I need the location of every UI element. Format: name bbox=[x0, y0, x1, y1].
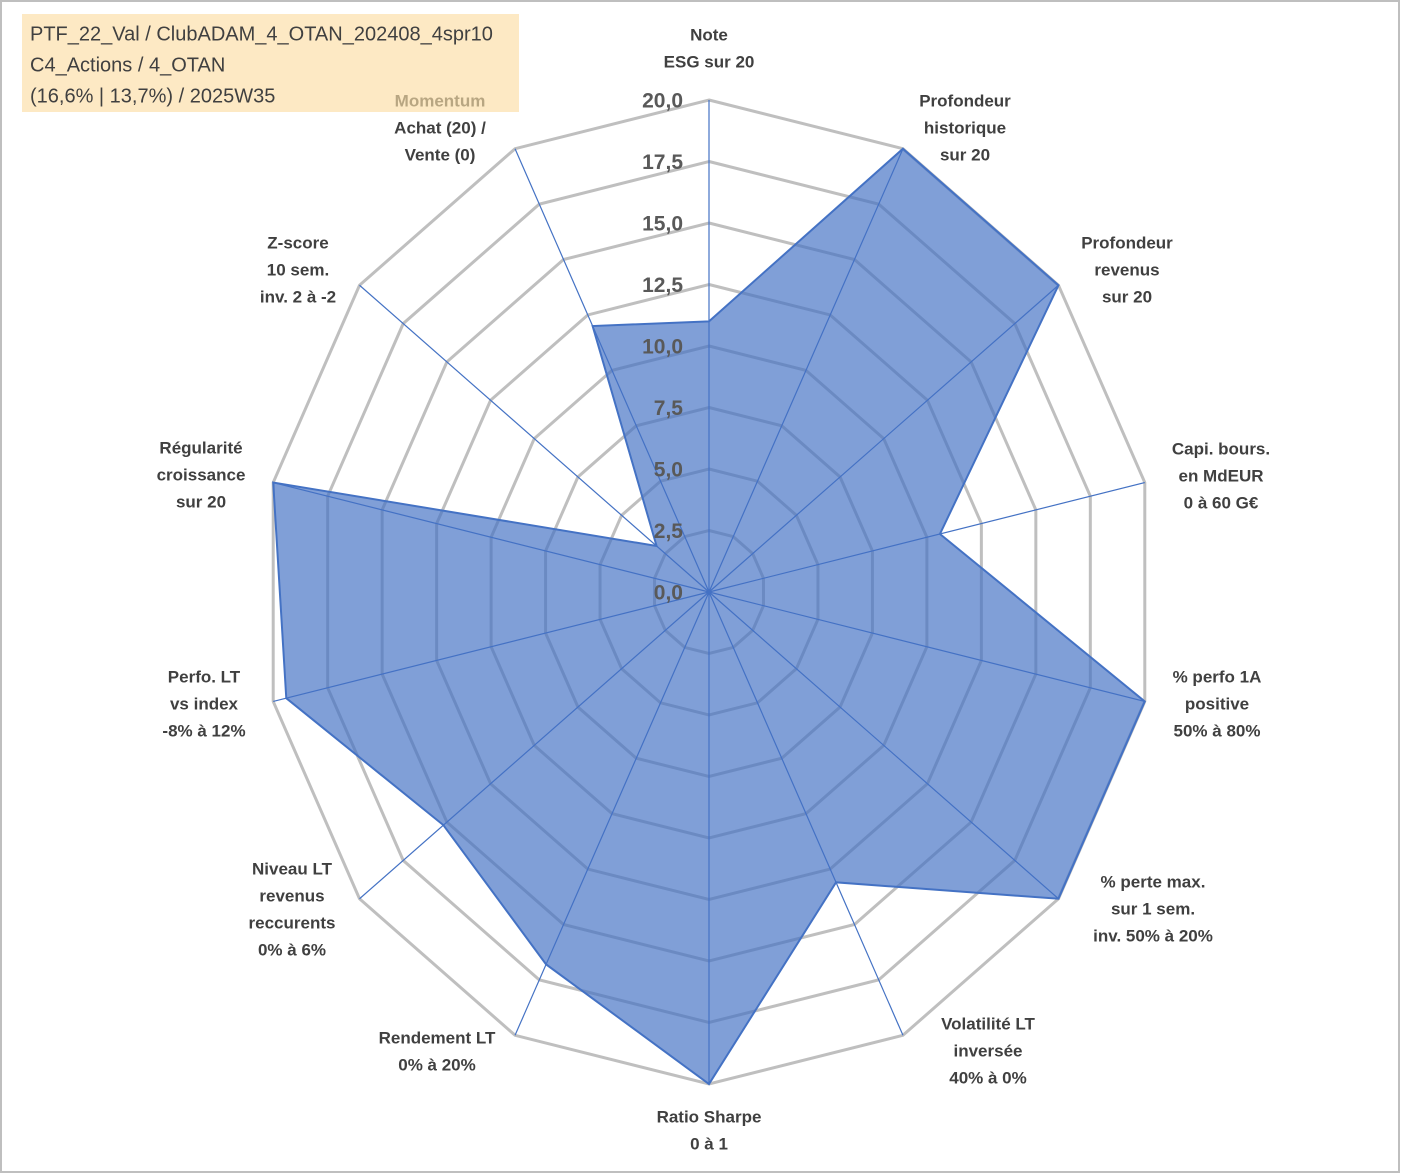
title-box bbox=[22, 14, 519, 112]
category-label: Volatilité LT bbox=[941, 1014, 1035, 1033]
axis-line bbox=[359, 284, 710, 593]
category-label: vs index bbox=[170, 694, 239, 713]
category-label: inversée bbox=[954, 1041, 1023, 1060]
tick-label: 15,0 bbox=[642, 213, 683, 236]
tick-label: 12,5 bbox=[642, 274, 683, 297]
tick-label: 7,5 bbox=[654, 397, 684, 420]
category-label: sur 20 bbox=[940, 145, 990, 164]
category-label: Perfo. LT bbox=[168, 667, 241, 686]
tick-label: 0,0 bbox=[654, 582, 683, 605]
category-label: sur 20 bbox=[1102, 287, 1152, 306]
category-label: Régularité bbox=[159, 438, 242, 457]
category-label: sur 20 bbox=[176, 492, 226, 511]
category-label: sur 1 sem. bbox=[1111, 899, 1195, 918]
category-label: Achat (20) / bbox=[394, 118, 486, 137]
category-label: Profondeur bbox=[919, 91, 1011, 110]
category-label: Profondeur bbox=[1081, 233, 1173, 252]
category-label: Vente (0) bbox=[405, 145, 476, 164]
category-label: ESG sur 20 bbox=[664, 52, 755, 71]
category-label: historique bbox=[924, 118, 1006, 137]
category-label: inv. 2 à -2 bbox=[260, 287, 336, 306]
title-line: C4_Actions / 4_OTAN bbox=[30, 54, 225, 76]
marks bbox=[272, 147, 1147, 1086]
category-label: Momentum bbox=[395, 91, 486, 110]
category-label: reccurents bbox=[249, 913, 336, 932]
category-label: 40% à 0% bbox=[949, 1068, 1027, 1087]
category-label: inv. 50% à 20% bbox=[1093, 926, 1213, 945]
category-label: 10 sem. bbox=[267, 260, 329, 279]
category-label: Ratio Sharpe bbox=[657, 1107, 762, 1126]
category-label: positive bbox=[1185, 694, 1249, 713]
category-label: 0 à 1 bbox=[690, 1134, 728, 1153]
labels: 0,0 2,5 5,0 7,5 10,0 12,5 15,0 17,5 20,0 Note ESG … bbox=[157, 25, 1271, 1153]
tick-label: 10,0 bbox=[642, 336, 683, 359]
category-label: revenus bbox=[1094, 260, 1159, 279]
tick-label: 2,5 bbox=[654, 520, 684, 543]
category-label: % perfo 1A bbox=[1173, 667, 1262, 686]
category-label: Niveau LT bbox=[252, 859, 333, 878]
category-label: Rendement LT bbox=[379, 1028, 496, 1047]
category-label: revenus bbox=[259, 886, 324, 905]
tick-label: 5,0 bbox=[654, 459, 683, 482]
category-label: 0% à 20% bbox=[398, 1055, 476, 1074]
category-label: -8% à 12% bbox=[162, 721, 245, 740]
category-label: 0% à 6% bbox=[258, 940, 326, 959]
category-label: en MdEUR bbox=[1179, 466, 1264, 485]
title-line: PTF_22_Val / ClubADAM_4_OTAN_202408_4spr… bbox=[30, 23, 493, 45]
radar-area bbox=[272, 147, 1147, 1086]
category-label: Capi. bours. bbox=[1172, 439, 1270, 458]
tick-label: 17,5 bbox=[642, 151, 683, 174]
tick-label: 20,0 bbox=[642, 90, 683, 113]
category-label: % perte max. bbox=[1101, 872, 1206, 891]
category-label: Note bbox=[690, 25, 728, 44]
title-line: (16,6% | 13,7%) / 2025W35 bbox=[30, 85, 275, 107]
category-label: Z-score bbox=[267, 233, 328, 252]
category-label: croissance bbox=[157, 465, 246, 484]
category-label: 50% à 80% bbox=[1174, 721, 1261, 740]
category-label: 0 à 60 G€ bbox=[1184, 493, 1259, 512]
